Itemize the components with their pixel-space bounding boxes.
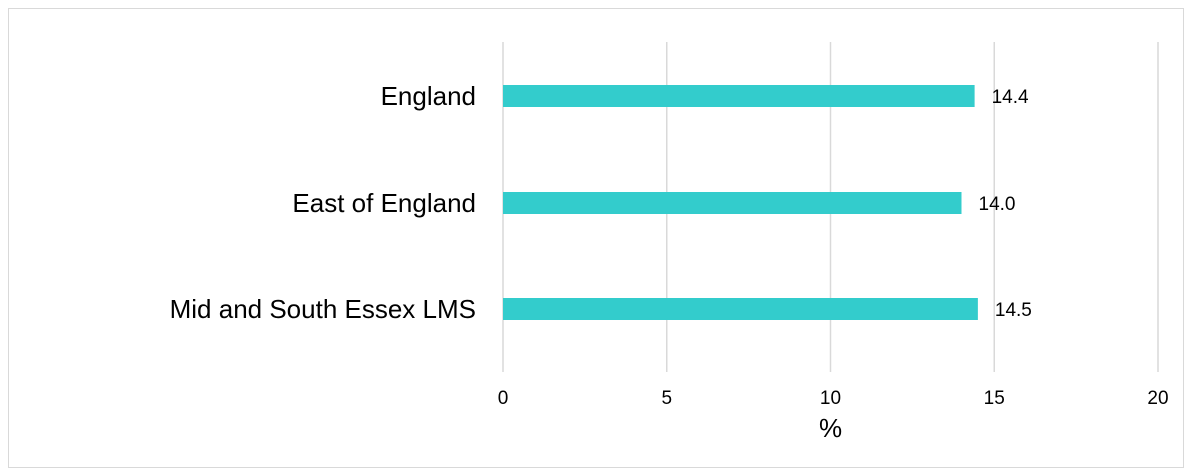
category-label: Mid and South Essex LMS: [170, 294, 476, 324]
bar: [503, 192, 962, 214]
chart-frame: [8, 8, 1184, 468]
bars: [503, 85, 978, 320]
category-label: East of England: [292, 188, 476, 218]
x-tick-label: 10: [820, 388, 841, 409]
x-tick-label: 5: [661, 388, 672, 409]
bar: [503, 298, 978, 320]
category-label: England: [381, 81, 476, 111]
labels: 0 5 10 15 20 England 14.4 East of England 14.0 Mi…: [170, 81, 1169, 409]
x-tick-label: 20: [1147, 388, 1168, 409]
x-axis-title: %: [819, 413, 842, 443]
x-tick-label: 15: [984, 388, 1005, 409]
data-label: 14.4: [992, 87, 1029, 108]
bar: [503, 85, 975, 107]
data-label: 14.5: [995, 300, 1032, 321]
data-label: 14.0: [979, 194, 1016, 215]
x-tick-label: 0: [498, 388, 509, 409]
